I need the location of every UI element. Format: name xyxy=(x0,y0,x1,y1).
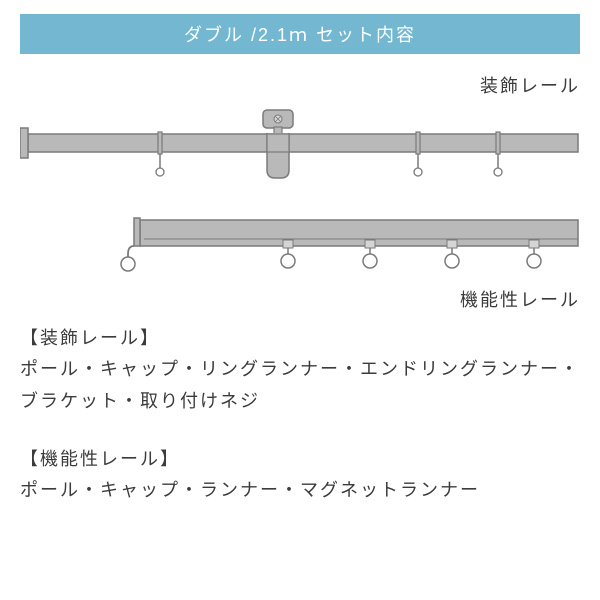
curtain-rail-diagram: 装飾レール 機能性レール xyxy=(20,72,580,312)
section-heading-decorative: 【装飾レール】 xyxy=(20,324,580,350)
rail-diagram-svg xyxy=(20,72,580,312)
title-bar: ダブル /2.1ｍ セット内容 xyxy=(20,14,580,54)
section-body-decorative: ポール・キャップ・リングランナー・エンドリングランナー・ブラケット・取り付けネジ xyxy=(20,354,580,417)
section-body-functional: ポール・キャップ・ランナー・マグネットランナー xyxy=(20,475,580,507)
section-heading-functional: 【機能性レール】 xyxy=(20,445,580,471)
page: ダブル /2.1ｍ セット内容 装飾レール 機能性レール 【装飾レール】 ポール… xyxy=(0,0,600,600)
functional-rail-label: 機能性レール xyxy=(460,286,580,312)
